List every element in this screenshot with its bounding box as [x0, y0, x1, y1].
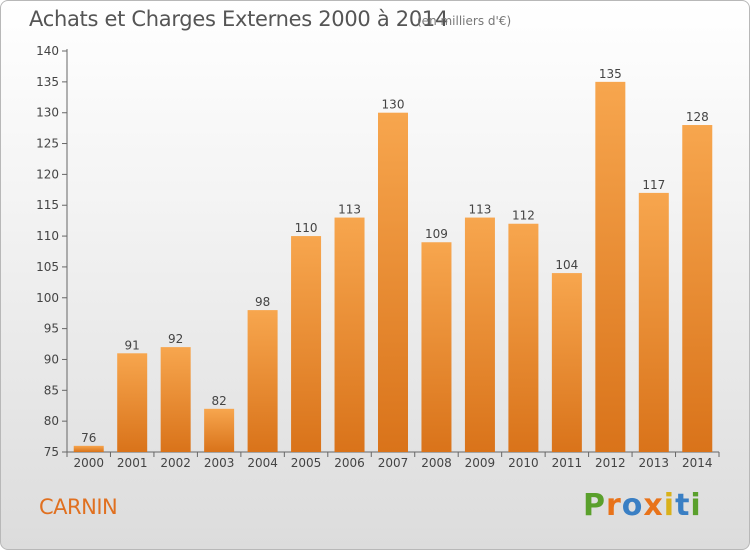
x-tick-label-2011: 2011 — [552, 456, 583, 470]
x-tick-label-2013: 2013 — [639, 456, 670, 470]
y-tick-label: 125 — [36, 137, 59, 151]
x-tick-label-2009: 2009 — [465, 456, 496, 470]
value-label-2012: 135 — [599, 67, 622, 81]
value-label-2008: 109 — [425, 227, 448, 241]
value-label-2014: 128 — [686, 110, 709, 124]
value-label-2005: 110 — [295, 221, 318, 235]
value-label-2013: 117 — [642, 178, 665, 192]
value-label-2001: 91 — [125, 338, 140, 352]
y-tick-label: 110 — [36, 229, 59, 243]
value-label-2009: 113 — [468, 203, 491, 217]
value-label-2010: 112 — [512, 209, 535, 223]
bar-2004 — [247, 310, 278, 452]
logo-letter: o — [621, 488, 644, 523]
y-tick-label: 80 — [44, 414, 59, 428]
y-tick-label: 90 — [44, 352, 59, 366]
x-tick-label-2004: 2004 — [247, 456, 278, 470]
bar-2003 — [204, 408, 235, 452]
value-label-2002: 92 — [168, 332, 183, 346]
bar-2007 — [378, 112, 408, 452]
x-tick-label-2006: 2006 — [334, 456, 365, 470]
logo-letter: P — [583, 488, 606, 523]
x-tick-label-2000: 2000 — [73, 456, 104, 470]
x-tick-label-2001: 2001 — [117, 456, 148, 470]
bar-2005 — [291, 236, 322, 452]
x-tick-label-2014: 2014 — [682, 456, 713, 470]
value-label-2003: 82 — [211, 394, 226, 408]
y-tick-label: 95 — [44, 322, 59, 336]
bar-2012 — [595, 81, 626, 452]
value-label-2000: 76 — [81, 431, 96, 445]
x-tick-label-2003: 2003 — [204, 456, 235, 470]
x-tick-label-2010: 2010 — [508, 456, 539, 470]
bar-2010 — [508, 223, 539, 452]
bar-2008 — [421, 242, 452, 452]
y-tick-label: 100 — [36, 291, 59, 305]
bar-2002 — [160, 347, 191, 452]
y-tick-label: 105 — [36, 260, 59, 274]
bar-2006 — [334, 217, 365, 452]
x-tick-label-2012: 2012 — [595, 456, 626, 470]
bar-2013 — [638, 192, 669, 452]
value-label-2011: 104 — [555, 258, 578, 272]
y-tick-label: 75 — [44, 445, 59, 459]
commune-name: CARNIN — [39, 495, 118, 519]
bar-2000 — [73, 445, 104, 452]
logo-letter: x — [643, 488, 664, 523]
value-label-2007: 130 — [382, 98, 405, 112]
bar-2014 — [682, 125, 713, 453]
logo-letter: i — [690, 488, 702, 523]
bar-2011 — [551, 273, 582, 452]
logo-letter: t — [675, 488, 691, 523]
proxiti-logo: Proxiti — [583, 488, 702, 523]
y-tick-label: 130 — [36, 106, 59, 120]
x-tick-label-2007: 2007 — [378, 456, 409, 470]
bar-2009 — [464, 217, 495, 452]
x-tick-label-2002: 2002 — [160, 456, 191, 470]
chart-title: Achats et Charges Externes 2000 à 2014 — [29, 7, 449, 31]
value-label-2004: 98 — [255, 295, 270, 309]
logo-letter: i — [663, 488, 676, 523]
logo-letter: r — [606, 488, 622, 523]
y-tick-label: 115 — [36, 198, 59, 212]
bar-2001 — [117, 353, 148, 452]
value-label-2006: 113 — [338, 203, 361, 217]
chart-subtitle: (en milliers d'€) — [417, 14, 512, 28]
x-tick-label-2008: 2008 — [421, 456, 452, 470]
y-tick-label: 135 — [36, 75, 59, 89]
y-tick-label: 120 — [36, 167, 59, 181]
y-tick-label: 140 — [36, 44, 59, 58]
y-tick-label: 85 — [44, 383, 59, 397]
x-tick-label-2005: 2005 — [291, 456, 322, 470]
